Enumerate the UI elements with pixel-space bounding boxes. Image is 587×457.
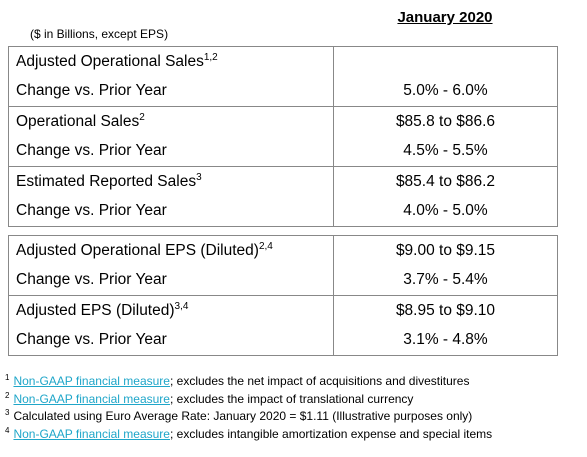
footnote-number: 2 (5, 390, 10, 400)
metric-label: Estimated Reported Sales (16, 173, 197, 190)
footnote-ref: 3,4 (174, 301, 189, 312)
value-row (334, 47, 557, 76)
footnote-text: ; excludes the net impact of acquisition… (169, 374, 470, 388)
metric-label: Adjusted EPS (Diluted) (16, 302, 175, 319)
label-row: Adjusted Operational EPS (Diluted)2,4 (16, 236, 333, 265)
value-row: $85.4 to $86.2 (334, 167, 557, 196)
metric-label: Adjusted Operational Sales (16, 53, 204, 70)
footnote-ref: 3 (196, 172, 202, 183)
change-value: 3.1% - 4.8% (403, 331, 488, 348)
value-row: $8.95 to $9.10 (334, 296, 557, 325)
footnote-number: 4 (5, 425, 10, 435)
footnote-link[interactable]: Non-GAAP financial measure (13, 391, 170, 406)
label-row: Estimated Reported Sales3 (16, 167, 333, 196)
row-group: Operational Sales2 Change vs. Prior Year $… (9, 106, 557, 166)
footnote: 2 Non-GAAP financial measure; excludes th… (5, 391, 492, 409)
label-cell: Adjusted Operational EPS (Diluted)2,4 Cha… (9, 236, 334, 295)
footnote: 1 Non-GAAP financial measure; excludes th… (5, 373, 492, 391)
units-note: ($ in Billions, except EPS) (30, 27, 169, 41)
row-group: Adjusted Operational EPS (Diluted)2,4 Cha… (9, 236, 557, 295)
footnote: 3 Calculated using Euro Average Rate: Jan… (5, 408, 492, 426)
change-value: 4.0% - 5.0% (403, 202, 488, 219)
footnote-link[interactable]: Non-GAAP financial measure (13, 374, 170, 388)
value-cell: 5.0% - 6.0% (334, 47, 557, 106)
footnotes: 1 Non-GAAP financial measure; excludes th… (5, 373, 492, 443)
metric-label: Operational Sales (16, 113, 140, 130)
period-header: January 2020 (397, 9, 493, 26)
value-cell: $85.4 to $86.2 4.0% - 5.0% (334, 167, 557, 226)
footnote-text: ; excludes the impact of translational c… (169, 391, 414, 406)
value-cell: $85.8 to $86.6 4.5% - 5.5% (334, 107, 557, 166)
change-value: 5.0% - 6.0% (403, 82, 488, 99)
change-label: Change vs. Prior Year (16, 142, 167, 159)
footnote-text: Calculated using Euro Average Rate: Janu… (13, 409, 473, 423)
footnote-number: 1 (5, 373, 10, 382)
footnote-number: 3 (5, 408, 10, 417)
footnote-link[interactable]: Non-GAAP financial measure (13, 426, 170, 441)
value-cell: $8.95 to $9.10 3.1% - 4.8% (334, 296, 557, 355)
row-group: Adjusted EPS (Diluted)3,4 Change vs. Prio… (9, 295, 557, 355)
footnote-ref: 2 (139, 112, 145, 123)
change-label: Change vs. Prior Year (16, 82, 167, 99)
footnote-ref: 2,4 (258, 241, 273, 252)
footnote-text: ; excludes intangible amortization expen… (169, 426, 493, 441)
label-cell: Adjusted EPS (Diluted)3,4 Change vs. Prio… (9, 296, 334, 355)
row-group: Adjusted Operational Sales1,2 Change vs. … (9, 47, 557, 106)
table: Adjusted Operational EPS (Diluted)2,4 Cha… (8, 235, 558, 356)
label-row: Adjusted EPS (Diluted)3,4 (16, 296, 333, 325)
change-label: Change vs. Prior Year (16, 202, 167, 219)
label-row: Operational Sales2 (16, 107, 333, 136)
metric-value: $85.4 to $86.2 (395, 173, 496, 190)
row-group: Estimated Reported Sales3 Change vs. Prio… (9, 166, 557, 226)
change-label: Change vs. Prior Year (16, 331, 167, 348)
value-cell: $9.00 to $9.15 3.7% - 5.4% (334, 236, 557, 295)
label-cell: Adjusted Operational Sales1,2 Change vs. … (9, 47, 334, 106)
change-value: 4.5% - 5.5% (403, 142, 488, 159)
metric-label: Adjusted Operational EPS (Diluted) (16, 242, 259, 259)
label-cell: Estimated Reported Sales3 Change vs. Prio… (9, 167, 334, 226)
value-row: $9.00 to $9.15 (334, 236, 557, 265)
table: Adjusted Operational Sales1,2 Change vs. … (8, 46, 558, 227)
metric-value: $85.8 to $86.6 (395, 113, 496, 130)
label-row: Adjusted Operational Sales1,2 (16, 47, 333, 76)
change-value: 3.7% - 5.4% (403, 271, 488, 288)
footnote: 4 Non-GAAP financial measure; excludes in… (5, 426, 492, 444)
value-row: $85.8 to $86.6 (334, 107, 557, 136)
metric-value: $8.95 to $9.10 (395, 302, 496, 319)
metric-value: $9.00 to $9.15 (395, 242, 496, 259)
label-cell: Operational Sales2 Change vs. Prior Year (9, 107, 334, 166)
change-label: Change vs. Prior Year (16, 271, 167, 288)
footnote-ref: 1,2 (203, 52, 218, 63)
